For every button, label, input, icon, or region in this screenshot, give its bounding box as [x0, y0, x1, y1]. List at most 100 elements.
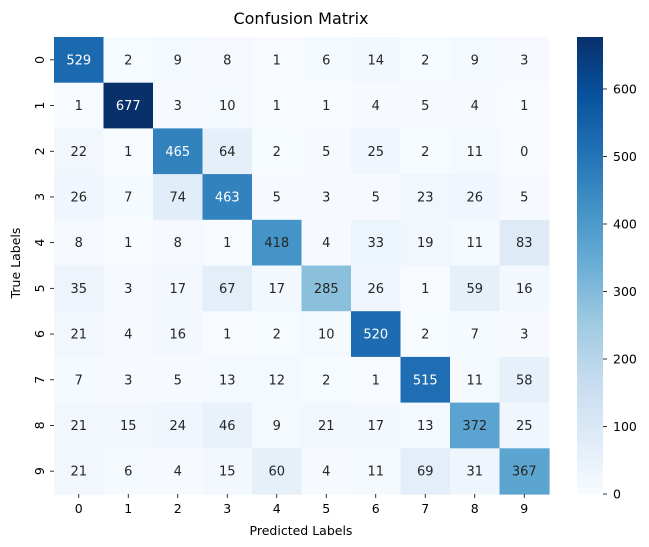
heatmap-cell-value: 22 — [70, 145, 87, 160]
heatmap-cell-value: 10 — [219, 99, 236, 114]
heatmap-cell — [202, 311, 253, 358]
heatmap-cell-value: 24 — [169, 419, 186, 434]
heatmap-cell — [301, 402, 352, 449]
heatmap-cell — [202, 82, 253, 129]
heatmap-cell-value: 1 — [223, 236, 231, 251]
heatmap-cell-value: 33 — [367, 236, 384, 251]
heatmap-cell-value: 9 — [471, 53, 479, 68]
heatmap-cell-value: 6 — [322, 53, 330, 68]
colorbar — [577, 37, 603, 494]
heatmap-cell-value: 285 — [314, 282, 339, 297]
heatmap-cell — [499, 311, 550, 358]
heatmap-cell-value: 1 — [372, 373, 380, 388]
heatmap-cell-value: 418 — [264, 236, 289, 251]
heatmap-cell-value: 8 — [75, 236, 83, 251]
heatmap-cell-value: 2 — [322, 373, 330, 388]
heatmap-cell — [202, 402, 253, 449]
heatmap-cell-value: 1 — [273, 99, 281, 114]
heatmap-cell — [351, 402, 402, 449]
heatmap-cell-value: 677 — [116, 99, 141, 114]
heatmap-cell — [499, 402, 550, 449]
heatmap-cell-value: 5 — [372, 190, 380, 205]
heatmap-cell — [202, 219, 253, 267]
heatmap-cell-value: 8 — [223, 53, 231, 68]
heatmap-cell — [153, 311, 204, 358]
heatmap-cell — [351, 311, 402, 358]
heatmap-cell — [301, 265, 352, 312]
heatmap-cell-value: 367 — [512, 465, 537, 480]
heatmap-cell-value: 31 — [466, 465, 483, 480]
colorbar-tick-label: 100 — [613, 419, 637, 434]
heatmap-cell-value: 5 — [174, 373, 182, 388]
heatmap-cell-value: 2 — [124, 53, 132, 68]
heatmap-cell — [499, 265, 550, 312]
heatmap-cell — [351, 37, 402, 84]
heatmap-cell — [103, 448, 154, 495]
heatmap-cell — [252, 448, 303, 495]
heatmap-cell — [252, 311, 303, 358]
heatmap-cell — [103, 37, 154, 84]
heatmap-cell — [400, 219, 451, 267]
heatmap-cell-value: 11 — [466, 145, 483, 160]
heatmap-cell-value: 17 — [169, 282, 186, 297]
colorbar-gradient — [577, 37, 603, 494]
x-tick-label: 8 — [471, 501, 479, 516]
heatmap-cell-value: 4 — [471, 99, 479, 114]
heatmap-cell-value: 7 — [471, 328, 479, 343]
x-tick-label: 3 — [223, 501, 231, 516]
heatmap-cell-value: 23 — [417, 190, 434, 205]
heatmap-cell-value: 64 — [219, 145, 236, 160]
heatmap-cell — [351, 219, 402, 267]
heatmap-cell-value: 7 — [124, 190, 132, 205]
heatmap-cell — [153, 219, 204, 267]
heatmap-cell — [450, 219, 501, 267]
y-tick-label: 0 — [32, 56, 47, 64]
heatmap-cell — [450, 265, 501, 312]
heatmap-cell-value: 17 — [268, 282, 285, 297]
heatmap-cell — [351, 356, 402, 404]
heatmap-cell — [54, 174, 105, 221]
heatmap-cell — [103, 219, 154, 267]
heatmap-cell-value: 3 — [520, 53, 528, 68]
heatmap-cell — [103, 402, 154, 449]
heatmap-cell-value: 9 — [174, 53, 182, 68]
heatmap-cell — [499, 37, 550, 84]
heatmap-cell-value: 74 — [169, 190, 186, 205]
heatmap-cell-value: 11 — [466, 373, 483, 388]
x-axis-label: Predicted Labels — [250, 523, 353, 538]
x-tick-label: 0 — [75, 501, 83, 516]
colorbar-tick-label: 300 — [613, 284, 637, 299]
heatmap-cell-value: 2 — [273, 328, 281, 343]
heatmap-cell-value: 21 — [70, 419, 87, 434]
heatmap-cell-value: 2 — [421, 328, 429, 343]
heatmap-cell-value: 7 — [75, 373, 83, 388]
heatmap-cell — [499, 219, 550, 267]
heatmap-cell-labels: 529 2 9 8 1 6 14 2 9 31 677 3 10 1 1 4 5 4 122 1 465 64 2 5 25 2 1… — [66, 53, 536, 479]
heatmap-cells — [54, 37, 550, 495]
heatmap-cell-value: 69 — [417, 465, 434, 480]
heatmap-cell — [252, 174, 303, 221]
heatmap-cell — [54, 402, 105, 449]
heatmap-cell-value: 520 — [363, 328, 388, 343]
heatmap-cell — [103, 174, 154, 221]
heatmap-cell — [54, 219, 105, 267]
heatmap-cell-value: 5 — [322, 145, 330, 160]
heatmap-cell-value: 12 — [268, 373, 285, 388]
heatmap-cell-value: 1 — [273, 53, 281, 68]
heatmap-cell — [400, 402, 451, 449]
heatmap-cell-value: 25 — [367, 145, 384, 160]
heatmap-cell — [400, 448, 451, 495]
heatmap-cell — [351, 265, 402, 312]
colorbar-tick-label: 600 — [613, 81, 637, 96]
heatmap-cell-value: 67 — [219, 282, 236, 297]
heatmap-cell — [252, 265, 303, 312]
y-axis-label: True Labels — [8, 228, 23, 300]
heatmap-cell — [400, 265, 451, 312]
x-tick-label: 7 — [421, 501, 429, 516]
heatmap-cell — [351, 82, 402, 129]
heatmap-cell-value: 59 — [466, 282, 483, 297]
heatmap-cell-value: 13 — [417, 419, 434, 434]
heatmap-cell — [103, 82, 154, 129]
heatmap-cell-value: 2 — [273, 145, 281, 160]
heatmap-cell — [153, 174, 204, 221]
